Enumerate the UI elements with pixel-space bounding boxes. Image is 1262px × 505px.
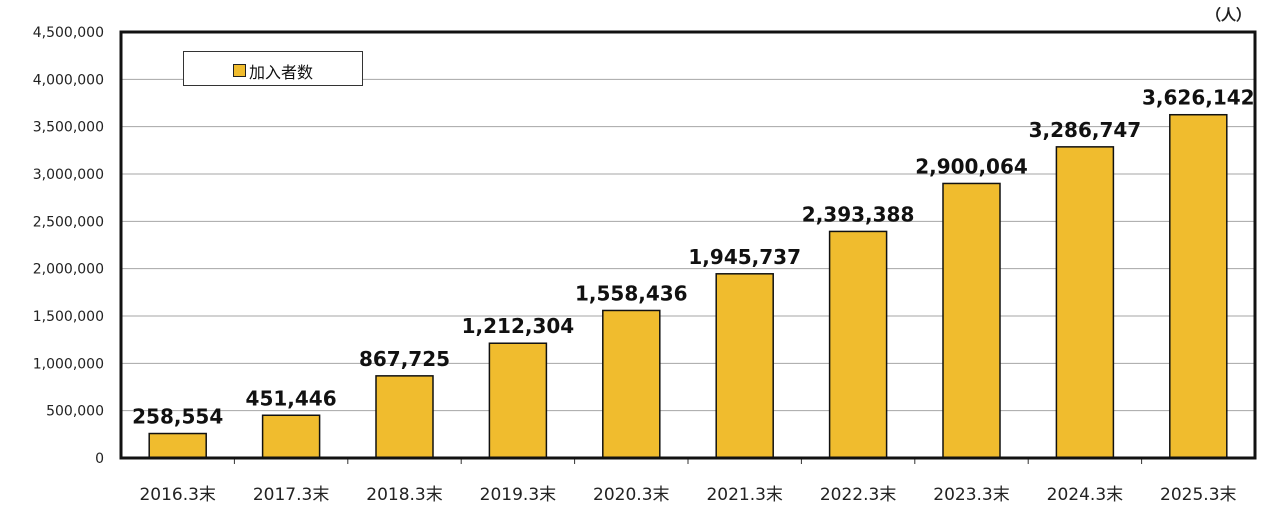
y-axis-unit: （人） <box>1206 6 1252 24</box>
data-label: 451,446 <box>246 386 337 410</box>
x-tick-label: 2021.3末 <box>706 485 782 505</box>
x-tick-label: 2017.3末 <box>253 485 329 505</box>
data-label: 1,212,304 <box>462 314 575 338</box>
plot-frame <box>119 30 1257 460</box>
data-label: 3,626,142 <box>1142 86 1255 110</box>
y-tick-label: 500,000 <box>46 404 104 420</box>
y-tick-label: 1,000,000 <box>33 356 104 372</box>
x-tick-label: 2020.3末 <box>593 485 669 505</box>
data-label: 3,286,747 <box>1029 118 1142 142</box>
x-tick-label: 2024.3末 <box>1047 485 1123 505</box>
y-tick-label: 4,500,000 <box>33 25 104 41</box>
bar <box>488 342 548 459</box>
y-tick-label: 1,500,000 <box>33 309 104 325</box>
bar <box>602 309 661 459</box>
x-tick-label: 2018.3末 <box>366 485 442 505</box>
data-label: 2,900,064 <box>915 154 1028 178</box>
data-label: 1,945,737 <box>688 245 801 269</box>
legend-swatch <box>233 64 246 77</box>
y-tick-label: 3,000,000 <box>33 167 104 183</box>
legend: 加入者数 <box>183 51 363 86</box>
data-label: 867,725 <box>359 347 450 371</box>
bar <box>942 182 1001 459</box>
y-tick-label: 3,500,000 <box>33 120 104 136</box>
data-label: 258,554 <box>132 405 223 429</box>
x-tick-label: 2022.3末 <box>820 485 896 505</box>
legend-label: 加入者数 <box>249 63 314 82</box>
x-tick-label: 2016.3末 <box>139 485 215 505</box>
x-tick-label: 2025.3末 <box>1160 485 1236 505</box>
x-tick-label: 2019.3末 <box>480 485 556 505</box>
x-tick-label: 2023.3末 <box>933 485 1009 505</box>
bar <box>261 414 321 459</box>
y-tick-label: 0 <box>95 451 104 467</box>
bar <box>828 230 888 459</box>
bar <box>375 375 434 459</box>
data-label: 2,393,388 <box>802 202 915 226</box>
y-tick-label: 2,000,000 <box>33 262 104 278</box>
bar <box>148 432 207 459</box>
data-label: 1,558,436 <box>575 281 688 305</box>
y-tick-label: 2,500,000 <box>33 214 104 230</box>
bar <box>1169 113 1228 459</box>
bar <box>1055 146 1115 459</box>
bar <box>715 273 774 459</box>
y-tick-label: 4,000,000 <box>33 72 104 88</box>
